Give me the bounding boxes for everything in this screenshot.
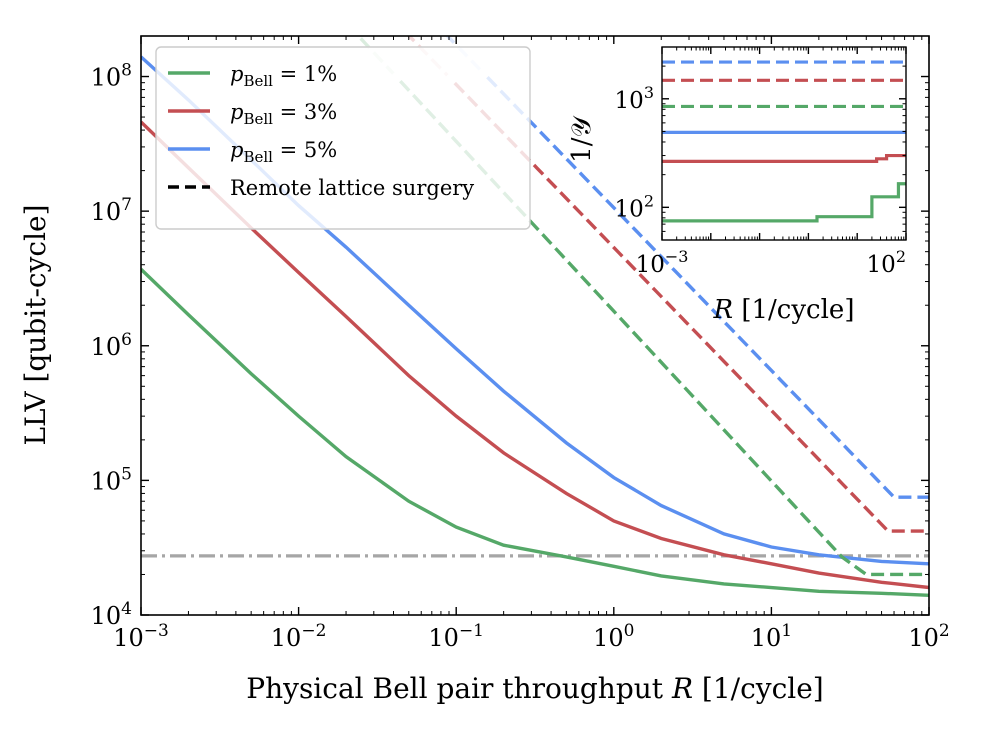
legend: pBell = 1% pBell = 3% pBell = 5% Remote lat… [155, 46, 531, 230]
x-tick-label: 10−1 [428, 621, 484, 652]
x-axis-title: Physical Bell pair throughput R [1/cycle… [246, 672, 823, 705]
y-tick-label: 105 [91, 464, 132, 495]
legend-box [155, 46, 531, 230]
series-line [141, 268, 929, 598]
inset-y-axis-title: 1/𝒴 [567, 116, 597, 163]
y-tick-label: 104 [91, 599, 132, 630]
series-line [453, 81, 929, 533]
series-line [486, 75, 929, 499]
inset-x-tick-label: 102 [867, 247, 906, 278]
y-tick-label: 106 [91, 330, 132, 361]
legend-label: Remote lattice surgery [230, 176, 474, 200]
legend-label: pBell = 3% [230, 100, 337, 128]
x-tick-label: 10−2 [271, 621, 327, 652]
legend-label: pBell = 1% [230, 62, 337, 90]
legend-label: pBell = 5% [230, 138, 337, 166]
y-tick-label: 107 [91, 195, 132, 226]
y-axis-title: LLV [qubit-cycle] [19, 204, 52, 445]
inset-series-group [662, 60, 906, 223]
inset-x-tick-label: 10−3 [636, 247, 689, 278]
inset-plot-frame [661, 46, 907, 241]
series-line [399, 79, 929, 577]
x-tick-label: 101 [751, 621, 792, 652]
series-line [662, 153, 906, 163]
series-line [662, 182, 906, 223]
y-tick-label: 108 [91, 61, 132, 92]
inset-tick-labels: 10−3 102 102 103 [615, 83, 906, 278]
inset-y-tick-label: 102 [615, 191, 654, 222]
x-tick-label: 102 [908, 621, 949, 652]
inset-background [662, 47, 906, 240]
inset-x-axis-title: R [1/cycle] [713, 295, 855, 325]
inset-plot: 10−3 102 102 103 [615, 46, 907, 278]
x-tick-label: 100 [593, 621, 634, 652]
x-tick-label: 10−3 [113, 621, 169, 652]
series-line [141, 120, 929, 590]
main-plot-frame [140, 35, 930, 616]
inset-y-tick-label: 103 [615, 83, 654, 114]
main-tick-labels: 10−3 10−2 10−1 100 101 102 104 105 106 107 108 [91, 61, 950, 652]
